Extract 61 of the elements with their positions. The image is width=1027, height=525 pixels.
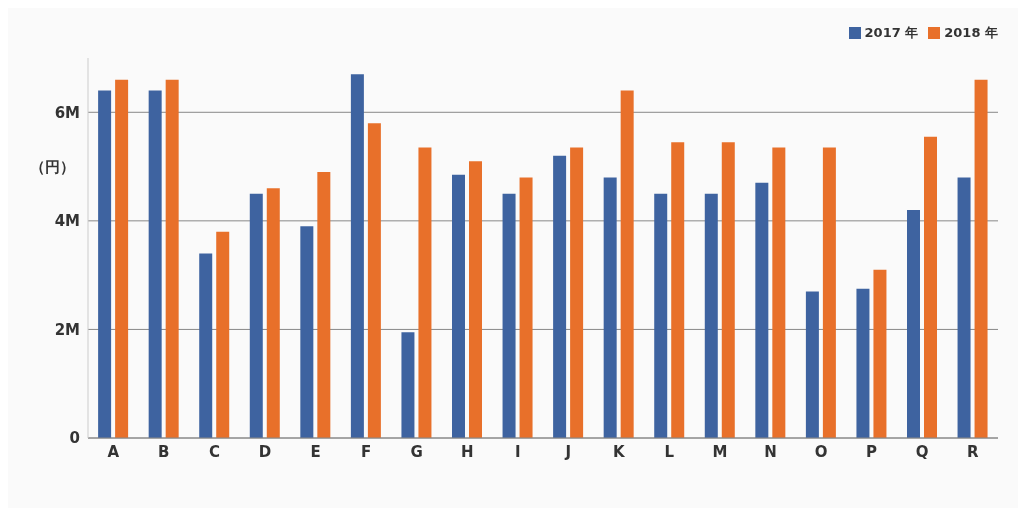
x-tick-label: A (107, 442, 120, 461)
bar (907, 210, 920, 438)
bar (249, 193, 263, 438)
bar (603, 177, 617, 438)
x-tick-label: L (664, 442, 675, 461)
bar (957, 177, 971, 438)
x-tick-label: P (866, 442, 878, 461)
bar (654, 193, 668, 438)
x-tick-label: I (514, 442, 521, 461)
legend-label: 2017 年 (864, 24, 919, 42)
x-tick-label: R (966, 442, 979, 461)
bar (822, 147, 836, 438)
bar (805, 291, 819, 438)
x-tick-label: B (158, 442, 170, 461)
bar (671, 142, 685, 438)
x-tick-label: E (310, 442, 321, 461)
bar (553, 155, 567, 438)
bar (418, 147, 432, 438)
y-tick-label: 6M (54, 103, 80, 122)
bar (519, 177, 533, 438)
bar (620, 90, 634, 438)
bar (300, 226, 314, 438)
x-tick-label: O (814, 442, 828, 461)
y-tick-label: 4M (54, 212, 80, 231)
x-tick-label: J (564, 442, 572, 461)
x-tick-label: N (764, 442, 777, 461)
bar (216, 231, 230, 438)
x-tick-label: C (208, 442, 220, 461)
bar (350, 74, 364, 438)
bar (317, 172, 331, 438)
bar (856, 288, 870, 438)
bar (924, 136, 937, 438)
x-tick-label: H (460, 442, 474, 461)
bar (199, 253, 213, 438)
bar (721, 142, 735, 438)
y-tick-label: 0 (69, 429, 80, 448)
x-tick-label: F (360, 442, 372, 461)
bar (98, 90, 112, 438)
bar (772, 147, 786, 438)
bar (873, 269, 887, 438)
bar (570, 147, 584, 438)
y-axis-title: （円） (30, 158, 75, 177)
bar (974, 79, 988, 438)
x-tick-label: K (613, 442, 627, 461)
x-tick-label: D (258, 442, 272, 461)
bar (469, 161, 482, 438)
y-tick-label: 2M (54, 320, 80, 339)
bar (148, 90, 162, 438)
x-tick-label: M (712, 442, 728, 461)
bar (115, 79, 129, 438)
bar (401, 332, 415, 438)
bar (755, 182, 769, 438)
legend-label: 2018 年 (944, 24, 998, 42)
x-tick-label: Q (915, 442, 929, 461)
x-tick-label: G (410, 442, 423, 461)
bar (502, 193, 516, 438)
bar (452, 174, 465, 438)
bar (704, 193, 718, 438)
bar (165, 79, 179, 438)
bar (367, 123, 381, 438)
bar (266, 188, 280, 438)
